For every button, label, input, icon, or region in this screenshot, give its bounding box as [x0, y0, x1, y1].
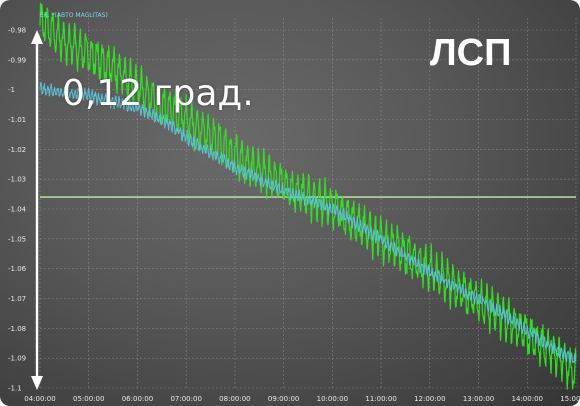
- legend-entry: EK. *(ABTO MAGLITAS): [40, 12, 108, 19]
- y-tick-label: -1.06: [8, 265, 27, 273]
- y-tick-label: -1.03: [8, 176, 26, 184]
- series-layer: [39, 2, 577, 390]
- x-tick-label: 07:00:00: [170, 395, 201, 403]
- x-tick-label: 15:00:00: [560, 395, 580, 403]
- arrow-head-up: [31, 30, 43, 44]
- x-tick-label: 06:00:00: [122, 395, 153, 403]
- range-annotation: 0,12 град.: [62, 73, 254, 114]
- y-tick-label: -1.02: [8, 146, 26, 154]
- y-tick-label: -1.09: [8, 355, 26, 363]
- x-tick-label: 05:00:00: [73, 395, 104, 403]
- series-line-cyan: [39, 81, 577, 364]
- arrow-head-down: [31, 376, 43, 390]
- y-tick-label: -0.99: [8, 56, 26, 64]
- y-tick-label: -1.07: [8, 295, 26, 303]
- y-tick-label: -1.04: [8, 206, 27, 214]
- y-tick-label: -1.08: [8, 325, 26, 333]
- y-tick-label: -0.98: [8, 27, 26, 35]
- series-line-green: [39, 2, 577, 390]
- x-tick-label: 12:00:00: [414, 395, 445, 403]
- y-tick-label: -1.05: [8, 235, 26, 243]
- x-tick-labels: 04:00:00 05:00:00 06:00:00 07:00:00 08:00:00…: [24, 395, 580, 403]
- x-tick-label: 09:00:00: [268, 395, 299, 403]
- x-tick-label: 04:00:00: [24, 395, 55, 403]
- range-arrow: [31, 30, 43, 390]
- x-tick-label: 13:00:00: [463, 395, 494, 403]
- x-tick-label: 10:00:00: [317, 395, 348, 403]
- grid-lines: [39, 18, 577, 389]
- corner-title: ЛСП: [430, 32, 512, 74]
- x-tick-label: 11:00:00: [365, 395, 396, 403]
- y-tick-label: -1.01: [8, 116, 26, 124]
- x-tick-label: 14:00:00: [512, 395, 543, 403]
- y-tick-labels: -0.98 -0.99 -1 -1.01 -1.02 -1.03 -1.04 -1.05 -1.…: [8, 27, 27, 393]
- x-tick-label: 08:00:00: [219, 395, 250, 403]
- y-tick-label: -1: [8, 86, 15, 94]
- y-tick-label: -1.1: [8, 385, 22, 393]
